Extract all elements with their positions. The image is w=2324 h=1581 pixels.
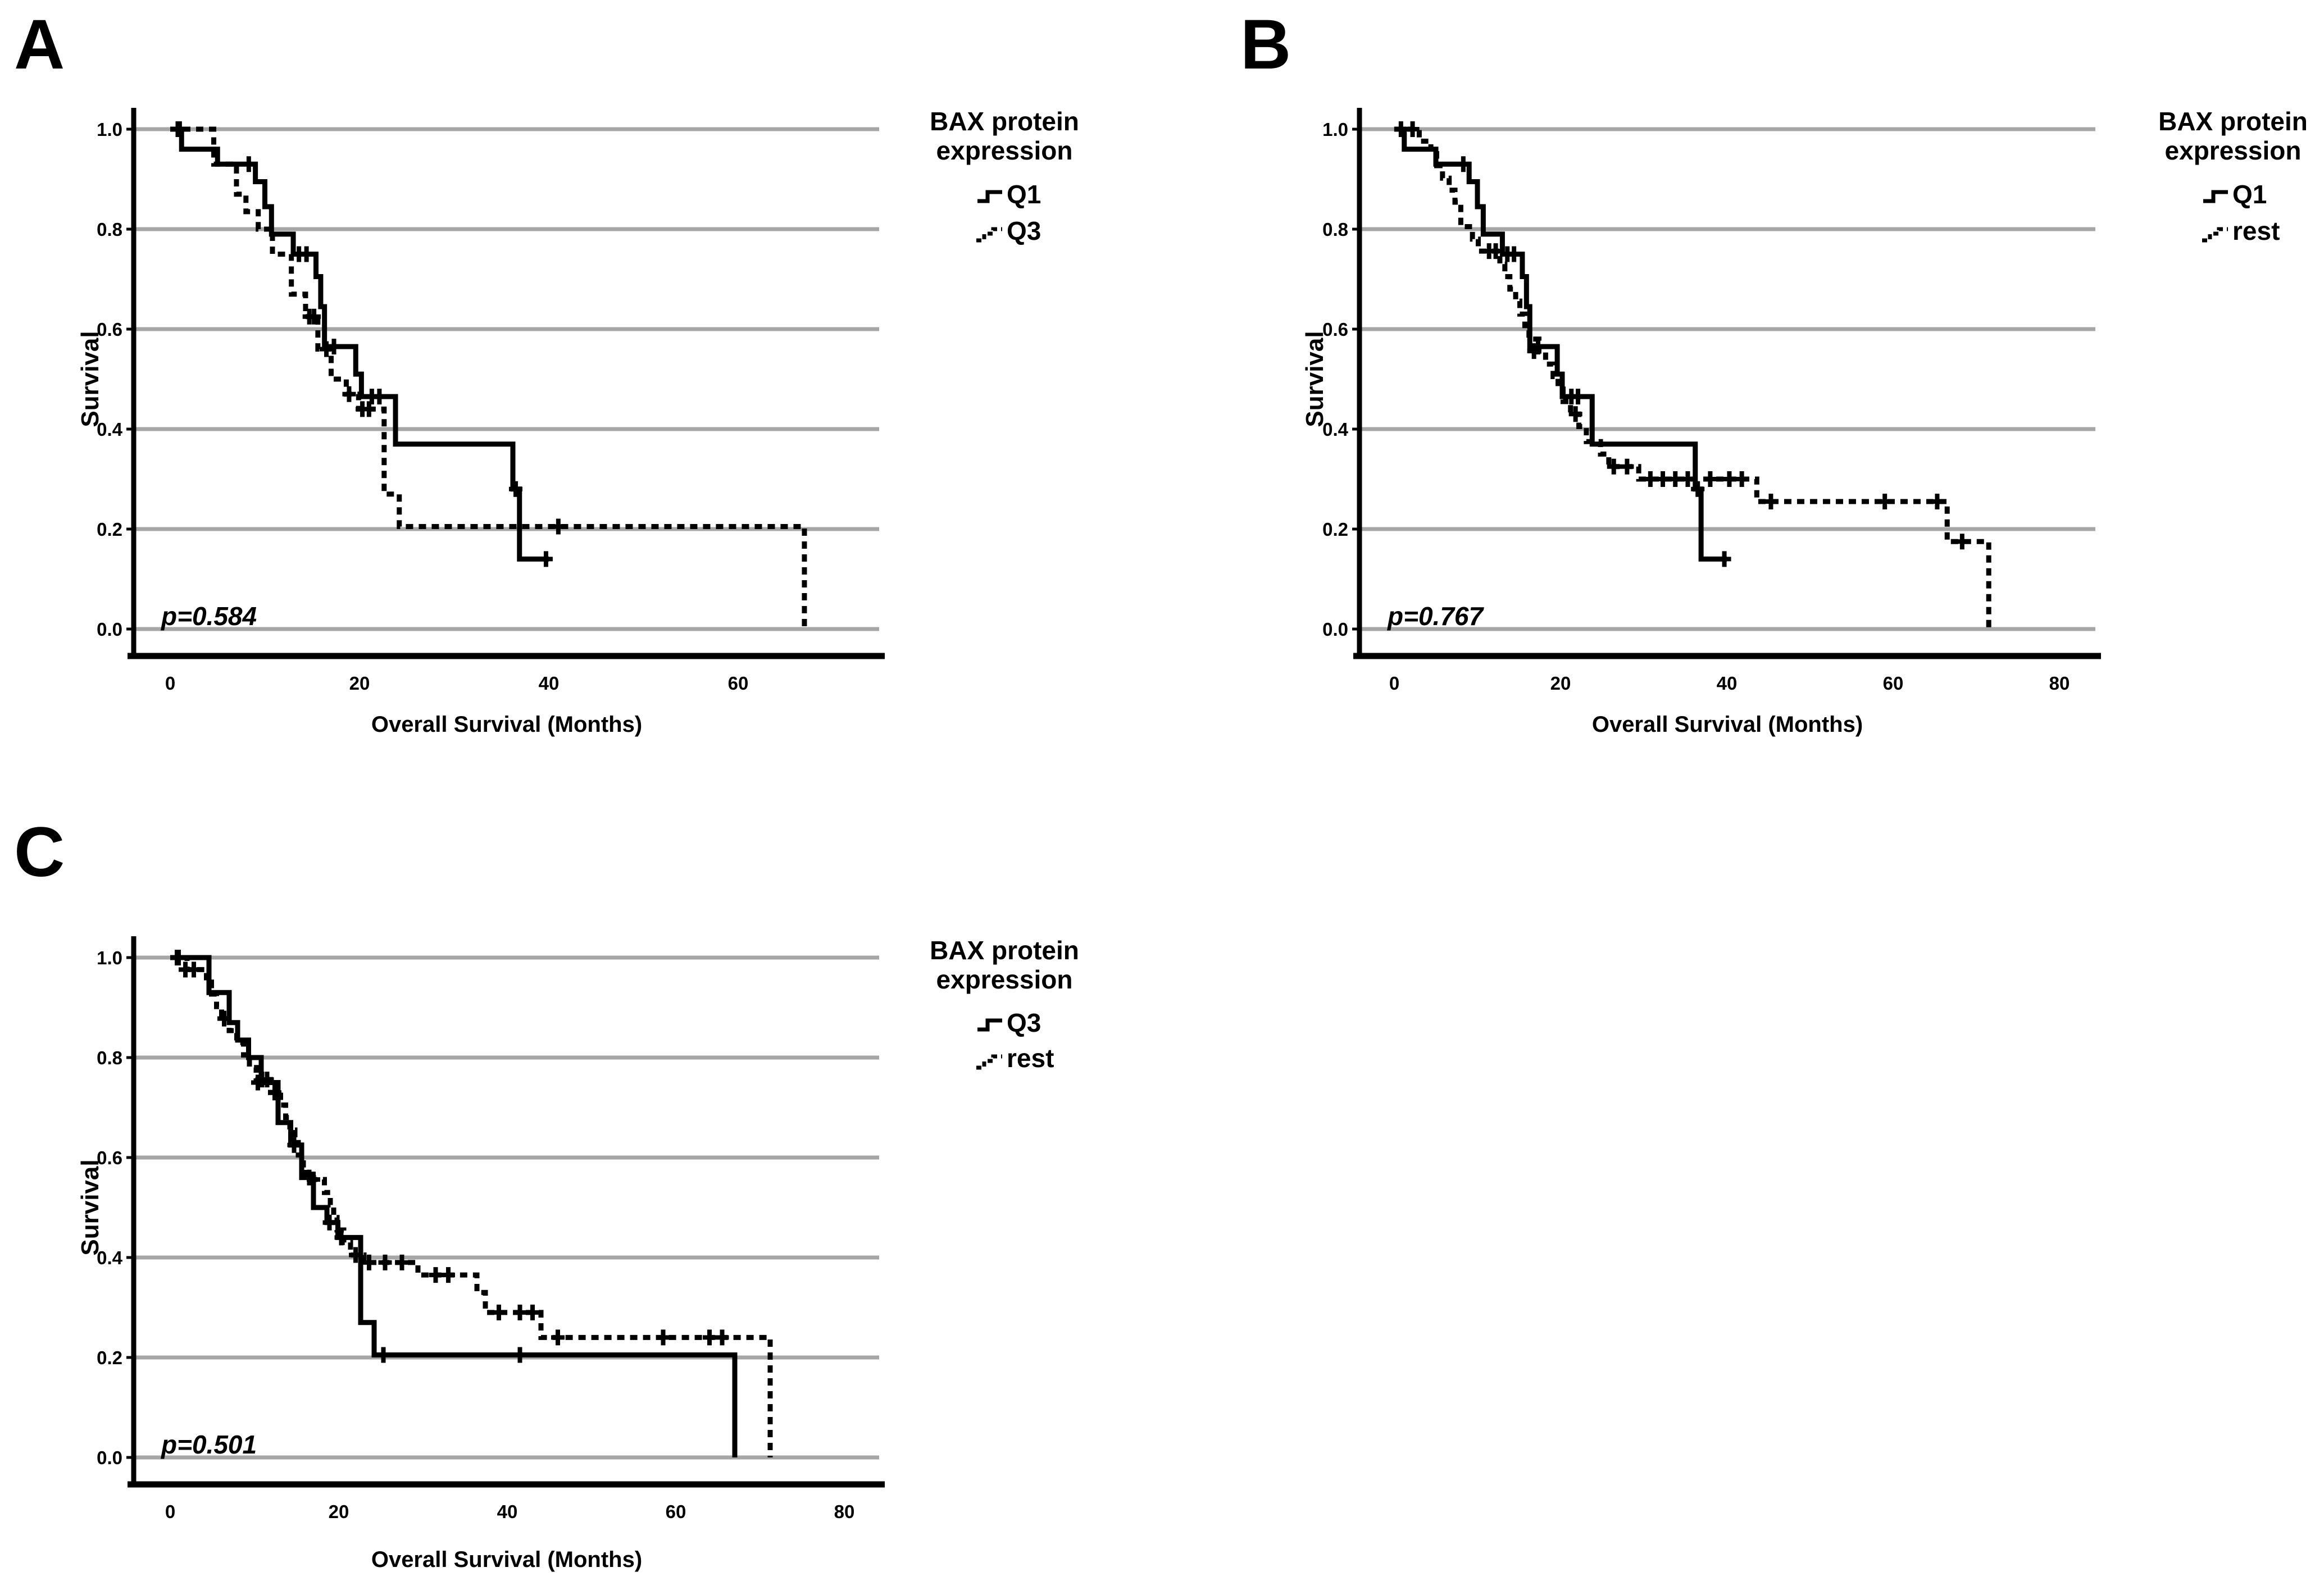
y-tick-label: 0.8 — [97, 1047, 122, 1068]
panel-letter: A — [14, 6, 65, 84]
km-plot-b: 1.0 0.8 0.6 0.4 0.2 0.0 0 20 40 60 80 B p=0.767 Ov… — [1240, 6, 2308, 737]
panel-letter: C — [14, 813, 65, 891]
x-tick-label: 20 — [1550, 673, 1571, 694]
legend-glyph-dashed — [976, 227, 1002, 243]
y-tick-label: 0.2 — [1322, 519, 1348, 540]
legend-title-line1: BAX protein — [930, 107, 1079, 136]
x-tick-label: 60 — [666, 1501, 686, 1522]
km-plot-c: 1.0 0.8 0.6 0.4 0.2 0.0 0 20 40 60 80 C p=0.501 Ov… — [14, 813, 1079, 1572]
legend-item-label: Q1 — [2232, 180, 2267, 209]
y-axis-title: Survival — [1301, 331, 1329, 427]
legend-glyph-solid — [977, 1018, 1002, 1032]
legend-glyph-solid — [2203, 190, 2228, 203]
km-curve-Q1 — [170, 126, 549, 562]
panel-letter: B — [1240, 6, 1291, 84]
x-tick-label: 20 — [349, 673, 370, 694]
legend-item-label: Q3 — [1007, 1008, 1041, 1037]
y-tick-label: 0.0 — [1322, 619, 1348, 640]
censor-marks-Q1 — [1394, 121, 1731, 567]
x-tick-label: 0 — [1389, 673, 1399, 694]
panel-c: 1.0 0.8 0.6 0.4 0.2 0.0 0 20 40 60 80 C p=0.501 Ov… — [0, 786, 1208, 1581]
y-tick-label: 0.2 — [97, 1347, 122, 1368]
x-tick-label: 20 — [329, 1501, 349, 1522]
p-value-label: p=0.584 — [160, 602, 257, 631]
censor-marks-Q1 — [171, 121, 553, 567]
x-tick-label: 80 — [2049, 673, 2070, 694]
x-tick-label: 40 — [1717, 673, 1738, 694]
legend-glyph-dashed — [2202, 227, 2228, 243]
legend-title-line2: expression — [936, 965, 1073, 994]
panel-a: 1.0 0.8 0.6 0.4 0.2 0.0 0 20 40 60 A p=0.584 Over… — [0, 0, 1208, 786]
legend-glyph-dashed — [976, 1054, 1002, 1070]
x-tick-label: 0 — [165, 1501, 175, 1522]
legend-item-label: rest — [2232, 216, 2280, 245]
x-tick-label: 0 — [165, 673, 175, 694]
y-tick-label: 0.8 — [97, 219, 122, 240]
legend-title-line1: BAX protein — [930, 936, 1079, 965]
legend-title-line2: expression — [2165, 136, 2302, 165]
x-tick-label: 40 — [539, 673, 560, 694]
legend-item-label: Q1 — [1007, 180, 1041, 209]
y-tick-label: 0.0 — [97, 619, 122, 640]
y-axis-title: Survival — [76, 1159, 104, 1255]
x-tick-label: 40 — [497, 1501, 518, 1522]
y-tick-label: 0.6 — [1322, 319, 1348, 340]
y-tick-label: 1.0 — [97, 947, 122, 968]
censor-marks-Q3 — [172, 121, 565, 535]
x-tick-label: 80 — [834, 1501, 855, 1522]
km-curve-Q3 — [170, 955, 738, 1457]
km-curve-Q3 — [170, 126, 807, 629]
y-tick-label: 0.4 — [97, 1247, 123, 1268]
y-tick-label: 0.4 — [97, 419, 123, 440]
km-curve-rest — [170, 955, 773, 1457]
censor-marks-rest — [1406, 121, 1969, 550]
plot-layer: 1.0 0.8 0.6 0.4 0.2 0.0 0 20 40 60 — [97, 108, 885, 694]
km-curve-rest — [1394, 126, 1991, 629]
legend: BAX protein expression Q1 Q3 — [930, 107, 1079, 245]
x-tick-label: 60 — [728, 673, 749, 694]
legend-item-label: rest — [1007, 1044, 1054, 1073]
legend-title-line1: BAX protein — [2158, 107, 2308, 136]
plot-layer: 1.0 0.8 0.6 0.4 0.2 0.0 0 20 40 60 80 — [97, 936, 885, 1522]
p-value-label: p=0.501 — [160, 1430, 257, 1459]
km-curve-Q1 — [1394, 126, 1727, 562]
y-tick-label: 0.2 — [97, 519, 122, 540]
x-axis-title: Overall Survival (Months) — [371, 1547, 642, 1572]
legend-item-label: Q3 — [1007, 216, 1041, 245]
legend-title-line2: expression — [936, 136, 1073, 165]
panel-b: 1.0 0.8 0.6 0.4 0.2 0.0 0 20 40 60 80 B p=0.767 Ov… — [1208, 0, 2324, 786]
y-tick-label: 1.0 — [1322, 119, 1348, 140]
p-value-label: p=0.767 — [1386, 602, 1484, 631]
x-tick-label: 60 — [1883, 673, 1904, 694]
legend-glyph-solid — [977, 190, 1002, 203]
y-axis-title: Survival — [76, 331, 104, 427]
censor-marks-rest — [170, 950, 729, 1346]
y-tick-label: 0.8 — [1322, 219, 1348, 240]
plot-layer: 1.0 0.8 0.6 0.4 0.2 0.0 0 20 40 60 80 — [1322, 108, 2101, 694]
x-axis-title: Overall Survival (Months) — [1592, 712, 1863, 737]
y-tick-label: 0.6 — [97, 319, 122, 340]
y-tick-label: 1.0 — [97, 119, 122, 140]
x-axis-title: Overall Survival (Months) — [371, 712, 642, 737]
km-plot-a: 1.0 0.8 0.6 0.4 0.2 0.0 0 20 40 60 A p=0.584 Over… — [14, 6, 1079, 737]
y-tick-label: 0.6 — [97, 1147, 122, 1168]
legend: BAX protein expression Q3 rest — [930, 936, 1079, 1073]
legend: BAX protein expression Q1 rest — [2158, 107, 2308, 245]
y-tick-label: 0.4 — [1322, 419, 1349, 440]
y-tick-label: 0.0 — [97, 1447, 122, 1468]
